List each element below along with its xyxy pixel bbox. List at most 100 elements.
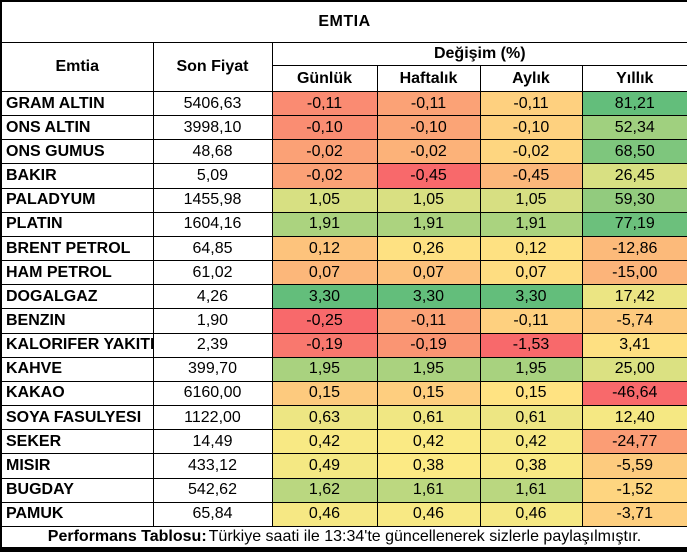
table-row: BAKIR 5,09 -0,02 -0,45 -0,45 26,45	[0, 163, 687, 189]
price-cell: 65,84	[152, 501, 273, 528]
commodity-name-cell: MISIR	[0, 453, 154, 479]
change-cell: 0,46	[376, 501, 481, 528]
column-header-weekly: Haftalık	[376, 65, 481, 92]
change-cell: -0,02	[376, 139, 481, 165]
table-row: BENZIN 1,90 -0,25 -0,11 -0,11 -5,74	[0, 308, 687, 334]
change-cell: 68,50	[581, 139, 687, 165]
change-cell: 1,05	[479, 187, 583, 213]
table-row: PALADYUM 1455,98 1,05 1,05 1,05 59,30	[0, 187, 687, 213]
table-row: KAHVE 399,70 1,95 1,95 1,95 25,00	[0, 356, 687, 382]
column-header-commodity: Emtia	[0, 42, 154, 92]
commodity-name-cell: HAM PETROL	[0, 260, 154, 286]
change-cell: 0,42	[479, 429, 583, 455]
change-cell: 1,05	[376, 187, 481, 213]
change-cell: -0,45	[376, 163, 481, 189]
price-cell: 64,85	[152, 235, 273, 262]
commodity-name-cell: BAKIR	[0, 163, 154, 189]
change-cell: -0,10	[376, 115, 481, 141]
change-cell: -0,11	[376, 308, 481, 334]
change-cell: -0,11	[479, 308, 583, 334]
change-cell: 0,63	[271, 405, 378, 431]
change-cell: -0,11	[479, 90, 583, 117]
price-cell: 3998,10	[152, 115, 273, 141]
change-cell: 81,21	[581, 90, 687, 117]
commodity-name-cell: GRAM ALTIN	[0, 90, 154, 117]
change-cell: 1,05	[271, 187, 378, 213]
change-cell: 26,45	[581, 163, 687, 189]
commodity-name-cell: KAHVE	[0, 356, 154, 382]
change-cell: 12,40	[581, 405, 687, 431]
commodity-name-cell: SEKER	[0, 429, 154, 455]
change-cell: 17,42	[581, 284, 687, 310]
price-cell: 1604,16	[152, 211, 273, 237]
price-cell: 1122,00	[152, 405, 273, 431]
change-cell: -3,71	[581, 501, 687, 528]
change-cell: 1,95	[479, 356, 583, 382]
change-cell: -46,64	[581, 380, 687, 407]
table-row: SOYA FASULYESI 1122,00 0,63 0,61 0,61 12…	[0, 405, 687, 431]
table-row: DOGALGAZ 4,26 3,30 3,30 3,30 17,42	[0, 284, 687, 310]
change-cell: -0,02	[479, 139, 583, 165]
column-header-daily: Günlük	[271, 65, 378, 92]
change-cell: 1,91	[376, 211, 481, 237]
table-row: GRAM ALTIN 5406,63 -0,11 -0,11 -0,11 81,…	[0, 90, 687, 117]
change-cell: 0,38	[479, 453, 583, 479]
change-cell: -0,11	[376, 90, 481, 117]
table-row: KAKAO 6160,00 0,15 0,15 0,15 -46,64	[0, 380, 687, 407]
footer-note-text: Türkiye saati ile 13:34'te güncellenerek…	[208, 528, 642, 545]
change-cell: 1,95	[376, 356, 481, 382]
change-cell: 3,30	[271, 284, 378, 310]
table-row: BRENT PETROL 64,85 0,12 0,26 0,12 -12,86	[0, 235, 687, 262]
commodity-name-cell: KALORIFER YAKITI	[0, 332, 154, 358]
change-cell: 0,42	[271, 429, 378, 455]
table-row: PLATIN 1604,16 1,91 1,91 1,91 77,19	[0, 211, 687, 237]
table-row: HAM PETROL 61,02 0,07 0,07 0,07 -15,00	[0, 260, 687, 286]
change-cell: 0,07	[376, 260, 481, 286]
change-cell: -5,74	[581, 308, 687, 334]
change-cell: 3,41	[581, 332, 687, 358]
change-cell: 0,38	[376, 453, 481, 479]
table-row: KALORIFER YAKITI 2,39 -0,19 -0,19 -1,53 …	[0, 332, 687, 358]
change-cell: -0,11	[271, 90, 378, 117]
price-cell: 1455,98	[152, 187, 273, 213]
change-cell: -0,45	[479, 163, 583, 189]
change-cell: 1,91	[479, 211, 583, 237]
table-row: SEKER 14,49 0,42 0,42 0,42 -24,77	[0, 429, 687, 455]
header-row-1: Emtia Son Fiyat Değişim (%)	[0, 42, 687, 92]
change-cell: 25,00	[581, 356, 687, 382]
change-cell: 77,19	[581, 211, 687, 237]
price-cell: 4,26	[152, 284, 273, 310]
change-cell: -12,86	[581, 235, 687, 262]
table-row: ONS ALTIN 3998,10 -0,10 -0,10 -0,10 52,3…	[0, 115, 687, 141]
commodity-name-cell: PALADYUM	[0, 187, 154, 213]
change-cell: -15,00	[581, 260, 687, 286]
column-header-last-price: Son Fiyat	[152, 42, 273, 92]
price-cell: 542,62	[152, 477, 273, 503]
change-cell: 0,46	[271, 501, 378, 528]
change-cell: -1,53	[479, 332, 583, 358]
commodity-name-cell: BRENT PETROL	[0, 235, 154, 262]
change-cell: 0,42	[376, 429, 481, 455]
table-row: ONS GUMUS 48,68 -0,02 -0,02 -0,02 68,50	[0, 139, 687, 165]
change-cell: 0,15	[376, 380, 481, 407]
commodity-name-cell: ONS ALTIN	[0, 115, 154, 141]
price-cell: 6160,00	[152, 380, 273, 407]
footer-note: Performans Tablosu: Türkiye saati ile 13:…	[0, 526, 687, 550]
change-cell: -0,25	[271, 308, 378, 334]
change-cell: -24,77	[581, 429, 687, 455]
change-cell: 0,61	[479, 405, 583, 431]
change-cell: 1,61	[376, 477, 481, 503]
table-row: BUGDAY 542,62 1,62 1,61 1,61 -1,52	[0, 477, 687, 503]
header-row-2: Günlük Haftalık Aylık Yıllık	[1, 65, 687, 92]
change-cell: 3,30	[376, 284, 481, 310]
footer-row: Performans Tablosu: Türkiye saati ile 13:…	[0, 526, 687, 550]
commodity-name-cell: BENZIN	[0, 308, 154, 334]
change-cell: -0,10	[271, 115, 378, 141]
price-cell: 14,49	[152, 429, 273, 455]
change-cell: 1,95	[271, 356, 378, 382]
commodity-name-cell: KAKAO	[0, 380, 154, 407]
change-cell: 3,30	[479, 284, 583, 310]
price-cell: 399,70	[152, 356, 273, 382]
change-cell: -0,10	[479, 115, 583, 141]
